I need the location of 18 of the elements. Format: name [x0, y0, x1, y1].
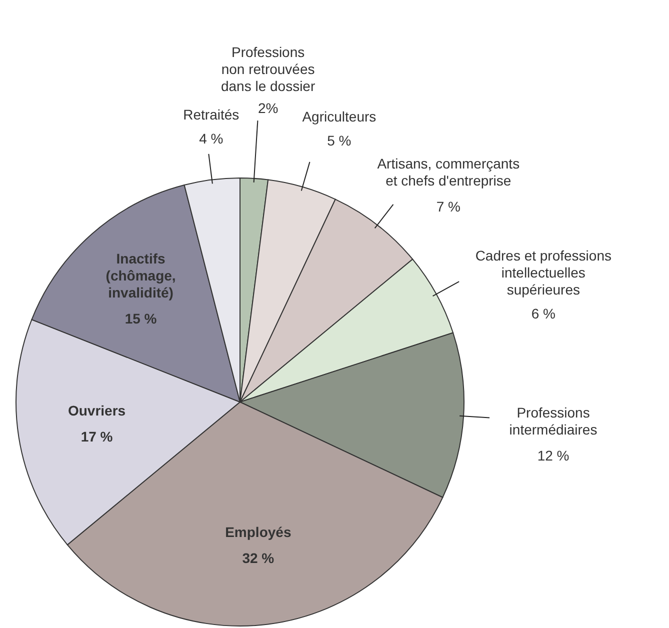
slice-label: Ouvriers [68, 402, 126, 418]
data-label: 12 % [537, 447, 570, 464]
slice-label: Agriculteurs [302, 108, 376, 124]
slice-label: Employés [225, 524, 292, 540]
slice-label: Cadres et professions intellectuelles supérieures [475, 247, 612, 298]
slice-label: Artisans, commerçants et chefs d'entreprise [377, 155, 520, 188]
data-label: 32 % [242, 550, 275, 566]
slice-label: Professions intermédiaires [509, 404, 598, 438]
data-label: 2% [258, 100, 278, 116]
data-label: 4 % [199, 130, 224, 146]
data-label: 17 % [80, 428, 114, 444]
data-label: 5 % [327, 132, 352, 148]
data-label: 15 % [124, 310, 158, 326]
data-label: 6 % [531, 305, 556, 322]
slice-label: Professions non retrouvées dans le dossier [220, 44, 316, 94]
slice-label: Retraités [183, 106, 240, 122]
slice-label: Inactifs (chômage, invalidité) [106, 250, 176, 300]
data-label: 7 % [436, 198, 460, 214]
